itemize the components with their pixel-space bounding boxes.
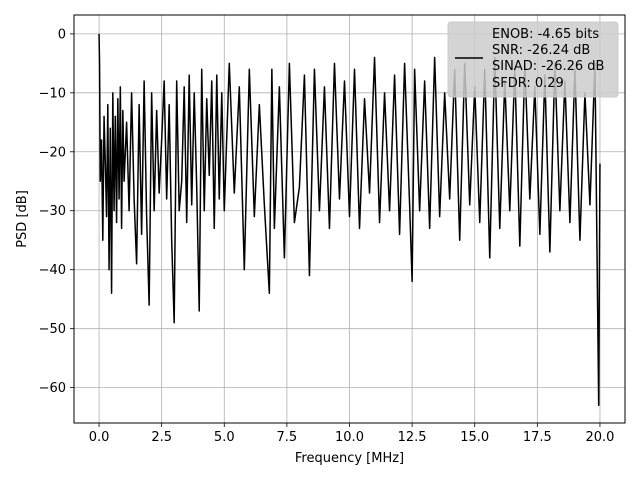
x-axis: 0.0 2.5 5.0 7.5 10.0 12.5 15.0 17.5 20.0 [89, 423, 614, 445]
legend-sfdr: SFDR: 0.29 [492, 76, 564, 91]
series-group [98, 33, 601, 407]
y-tick-label: −10 [39, 86, 66, 101]
x-tick-label: 7.5 [277, 430, 298, 445]
legend-enob: ENOB: -4.65 bits [492, 27, 599, 42]
x-tick-label: 20.0 [585, 430, 614, 445]
x-tick-label: 15.0 [460, 430, 489, 445]
legend: ENOB: -4.65 bits SNR: -26.24 dB SINAD: -… [447, 21, 619, 98]
y-axis-label: PSD [dB] [15, 190, 30, 248]
legend-snr: SNR: -26.24 dB [492, 43, 590, 58]
y-tick-label: −40 [39, 263, 66, 278]
x-tick-label: 5.0 [214, 430, 235, 445]
y-tick-label: −30 [39, 204, 66, 219]
y-tick-label: −20 [39, 145, 66, 160]
y-axis: 0 −10 −20 −30 −40 −50 −60 [39, 27, 74, 396]
legend-box [447, 21, 619, 98]
legend-sinad: SINAD: -26.26 dB [492, 59, 604, 74]
y-tick-label: 0 [58, 27, 66, 42]
y-tick-label: −60 [39, 381, 66, 396]
x-tick-label: 10.0 [335, 430, 364, 445]
x-tick-label: 0.0 [89, 430, 110, 445]
y-tick-label: −50 [39, 322, 66, 337]
x-tick-label: 17.5 [523, 430, 552, 445]
psd-series-line [98, 33, 601, 407]
x-axis-label: Frequency [MHz] [295, 451, 404, 466]
x-tick-label: 2.5 [151, 430, 172, 445]
x-tick-label: 12.5 [398, 430, 427, 445]
